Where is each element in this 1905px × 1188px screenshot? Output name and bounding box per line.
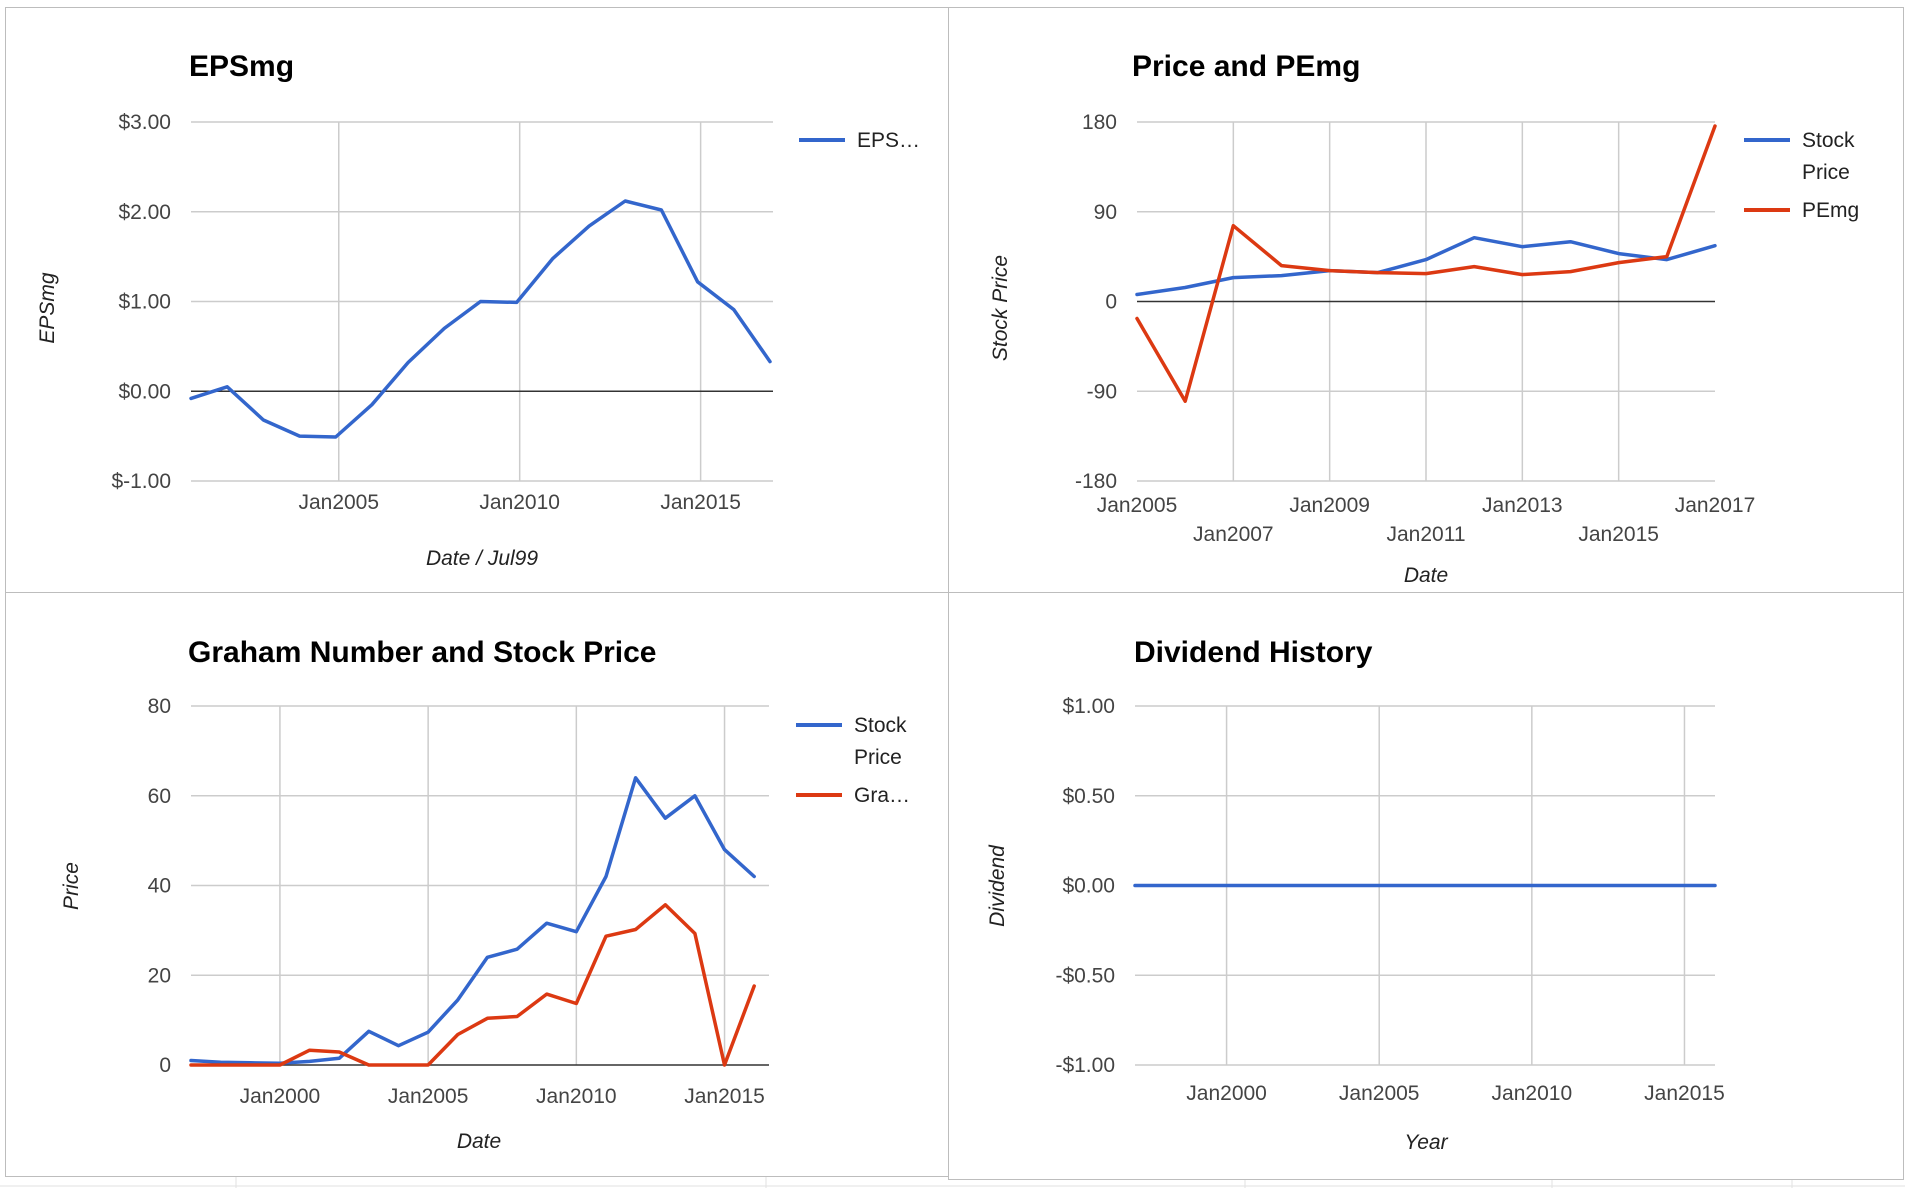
- y-tick-label: $2.00: [118, 201, 171, 224]
- x-tick-label: Jan2015: [684, 1085, 765, 1108]
- series-line-2: [1135, 124, 1717, 403]
- chart-graham-number-and-stock-price-svg: Graham Number and Stock Price 80 60 40 20 0 Ja…: [60, 636, 910, 1153]
- y-tick-label: 90: [1094, 201, 1117, 224]
- y-tick-label: -90: [1087, 380, 1117, 403]
- x-axis-label: Year: [1404, 1131, 1448, 1154]
- chart-epsmg-svg: EPSmg $3.00 $2.00 $1.00 $0.00 $-1.00 Jan2005 Ja…: [36, 50, 920, 570]
- legend-label: PEmg: [1802, 199, 1859, 222]
- chart-graham-number-and-stock-price[interactable]: Graham Number and Stock Price 80 60 40 20 0 Ja…: [5, 592, 949, 1177]
- y-tick-label: $0.00: [1062, 875, 1115, 898]
- legend-label: Gra…: [854, 784, 910, 807]
- y-tick-label: 0: [159, 1054, 171, 1077]
- x-tick-label: Jan2005: [388, 1085, 469, 1108]
- chart-title: Dividend History: [1134, 636, 1373, 669]
- chart-dividend-history[interactable]: Dividend History $1.00 $0.50 $0.00 -$0.50 -$1…: [948, 592, 1904, 1180]
- y-tick-label: 80: [148, 695, 171, 718]
- x-tick-label: Jan2010: [479, 491, 560, 514]
- series-line-1: [1135, 235, 1717, 297]
- y-tick-label: -$0.50: [1055, 964, 1115, 987]
- y-axis-label: Price: [60, 862, 83, 910]
- x-tick-label: Jan2011: [1386, 523, 1465, 546]
- y-axis-label: Stock Price: [989, 255, 1012, 361]
- legend-label: EPS…: [857, 129, 920, 152]
- x-tick-label: Jan2017: [1675, 494, 1756, 517]
- x-tick-label: Jan2000: [1186, 1082, 1267, 1105]
- chart-title: Price and PEmg: [1132, 50, 1360, 83]
- y-tick-label: $-1.00: [111, 470, 171, 493]
- legend-label: Price: [1802, 161, 1850, 184]
- legend-label: Stock: [854, 714, 907, 737]
- y-tick-label: -$1.00: [1055, 1054, 1115, 1077]
- x-tick-label: Jan2009: [1289, 494, 1370, 517]
- series-line-1: [189, 199, 772, 439]
- y-tick-label: $1.00: [1062, 695, 1115, 718]
- x-tick-label: Jan2007: [1193, 523, 1274, 546]
- chart-price-and-pemg[interactable]: Price and PEmg 180 90 0 -90 -180 Jan2005 Jan200…: [948, 7, 1904, 593]
- y-tick-label: 20: [148, 964, 171, 987]
- x-tick-label: Jan2013: [1482, 494, 1563, 517]
- legend-label: Stock: [1802, 129, 1855, 152]
- x-tick-label: Jan2005: [1339, 1082, 1420, 1105]
- y-tick-label: $0.50: [1062, 785, 1115, 808]
- chart-title: EPSmg: [189, 50, 294, 83]
- y-tick-label: 180: [1082, 111, 1117, 134]
- x-tick-label: Jan2015: [660, 491, 741, 514]
- chart-dividend-history-svg: Dividend History $1.00 $0.50 $0.00 -$0.50 -$1…: [986, 636, 1725, 1154]
- series-line-2: [189, 903, 756, 1067]
- x-tick-label: Jan2000: [240, 1085, 321, 1108]
- y-tick-label: 40: [148, 875, 171, 898]
- x-tick-label: Jan2015: [1644, 1082, 1725, 1105]
- series-line-1: [189, 776, 756, 1065]
- x-tick-label: Jan2005: [1097, 494, 1178, 517]
- chart-title: Graham Number and Stock Price: [188, 636, 657, 669]
- x-axis-label: Date: [457, 1130, 501, 1153]
- x-axis-label: Date / Jul99: [426, 547, 538, 570]
- y-tick-label: 0: [1105, 291, 1117, 314]
- x-tick-label: Jan2010: [1492, 1082, 1573, 1105]
- legend-label: Price: [854, 746, 902, 769]
- y-tick-label: -180: [1075, 470, 1117, 493]
- y-tick-label: $0.00: [118, 380, 171, 403]
- x-axis-label: Date: [1404, 564, 1448, 587]
- y-axis-label: EPSmg: [36, 272, 59, 344]
- y-tick-label: $3.00: [118, 111, 171, 134]
- y-tick-label: 60: [148, 785, 171, 808]
- y-axis-label: Dividend: [986, 844, 1009, 927]
- y-tick-label: $1.00: [118, 291, 171, 314]
- x-tick-label: Jan2010: [536, 1085, 617, 1108]
- x-tick-label: Jan2005: [298, 491, 379, 514]
- x-tick-label: Jan2015: [1578, 523, 1659, 546]
- chart-epsmg[interactable]: EPSmg $3.00 $2.00 $1.00 $0.00 $-1.00 Jan2005 Ja…: [5, 7, 949, 593]
